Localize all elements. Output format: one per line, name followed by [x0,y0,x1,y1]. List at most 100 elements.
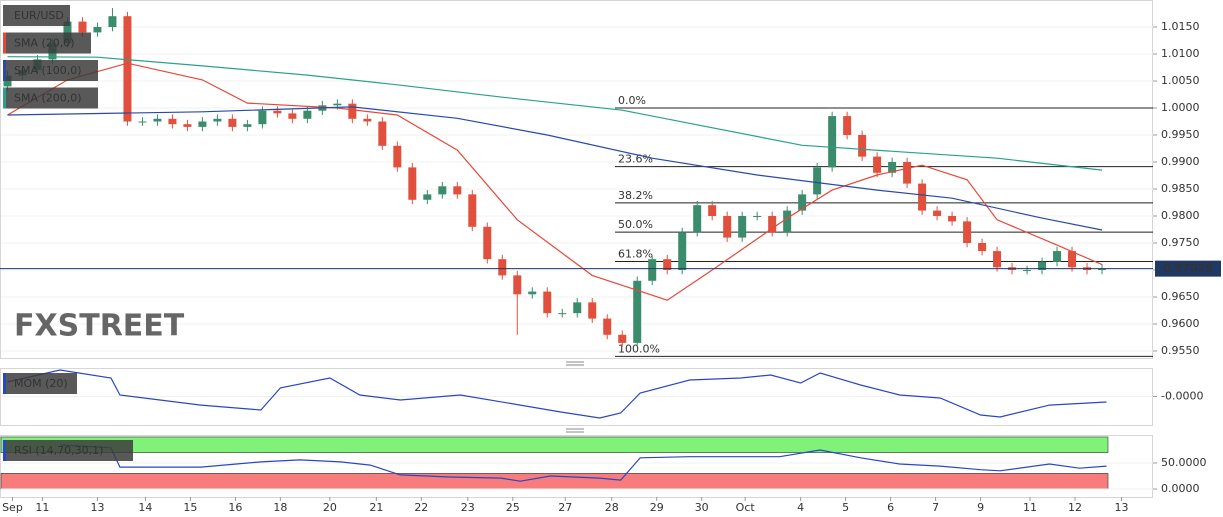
fib-level-label: 100.0% [618,342,660,355]
candle-body [813,167,822,195]
y-tick-label: 0.9850 [1161,182,1200,195]
x-tick-label: 30 [695,501,709,514]
legend-swatch [3,87,6,109]
legend-box [3,60,98,81]
candle-body [618,334,627,343]
y-tick-label: -0.0000 [1161,390,1203,403]
candle-body [303,110,312,119]
x-tick-label: 13 [1115,501,1129,514]
x-tick-label: 22 [414,501,428,514]
y-tick-label: 1.0050 [1161,74,1200,87]
x-tick-label: 12 [1068,501,1082,514]
y-tick-label: 0.9550 [1161,344,1200,357]
candle-body [888,161,897,173]
candle-body [483,226,492,260]
candle-body [873,156,882,173]
legend-item[interactable]: SMA (200,0) [3,87,98,109]
x-tick-label: 27 [558,501,572,514]
x-tick-label: 20 [323,501,337,514]
candle-body [258,110,267,125]
legend-item[interactable]: SMA (100,0) [3,60,98,81]
candle-body [108,16,117,27]
candle-body [288,113,297,119]
price-panel [0,0,1153,359]
legend-box [3,440,133,461]
zone-band [0,436,1109,453]
candle-body [543,291,552,314]
candle-body [1068,251,1077,268]
y-tick-label: 1.0150 [1161,20,1200,33]
legend-item[interactable]: EUR/USD [3,5,70,26]
candle-body [1023,269,1032,271]
candle-body [453,186,462,195]
candle-body [408,167,417,200]
legend-label: MOM (20) [14,377,68,390]
panel-splitter[interactable] [566,428,584,433]
x-tick-label: 6 [887,501,894,514]
candle-body [693,205,702,233]
candle-body [978,242,987,252]
x-tick-label: 15 [183,501,197,514]
legend-item[interactable]: SMA (20,0) [3,32,91,54]
y-tick-label: 0.9950 [1161,128,1200,141]
y-tick-label: 0.9800 [1161,209,1200,222]
x-tick-label: 11 [35,501,49,514]
candle-body [513,275,522,295]
watermark: FXSTREET [14,309,185,344]
indicator-line [7,369,1107,419]
panel-splitter[interactable] [566,361,584,366]
candle-body [648,259,657,281]
x-tick-label: 5 [842,501,849,514]
last-price-box [1155,260,1221,277]
y-tick-label: 0.0000 [1161,482,1200,495]
legend-label: RSI (14,70,30,1) [14,444,103,457]
legend-box [3,373,77,394]
candle-body [333,103,342,106]
candle-body [828,116,837,168]
x-tick-label: 7 [932,501,939,514]
y-tick-label: 50.0000 [1161,456,1207,469]
y-tick-label: 1.0100 [1161,47,1200,60]
y-tick-label: 0.9650 [1161,290,1200,303]
candle-body [558,313,567,315]
x-tick-label: 14 [138,501,152,514]
candle-body [438,186,447,195]
candle-body [783,210,792,233]
candle-body [633,280,642,343]
candle-body [138,121,147,123]
x-tick-label: 23 [461,501,475,514]
candle-body [1098,268,1107,270]
legend-swatch [3,32,6,54]
candle-body [1053,251,1062,262]
candle-body [123,16,132,122]
indicator-line [59,444,1107,482]
x-tick-label: Sep [2,501,23,514]
candle-body [768,215,777,233]
candle-body [1038,261,1047,270]
x-tick-label: 13 [90,501,104,514]
x-tick-label: 29 [650,501,664,514]
candle-body [78,21,87,33]
candle-body [468,194,477,227]
candle-body [918,183,927,211]
x-tick-label: 4 [797,501,804,514]
candle-body [168,118,177,125]
candle-body [273,110,282,114]
candle-body [663,259,672,270]
y-tick-label: 0.9900 [1161,155,1200,168]
candle-body [588,302,597,319]
candle-body [948,215,957,222]
candle-body [153,118,162,122]
legend-box [3,32,91,54]
candle-body [858,134,867,157]
x-tick-label: 9 [977,501,984,514]
candle-body [363,118,372,122]
candle-body [423,194,432,200]
y-tick-label: 1.0000 [1161,101,1200,114]
legend-item[interactable]: RSI (14,70,30,1) [3,440,133,461]
x-tick-label: 16 [228,501,242,514]
legend-item[interactable]: MOM (20) [3,373,77,394]
candle-body [993,251,1002,268]
candle-body [63,21,72,44]
